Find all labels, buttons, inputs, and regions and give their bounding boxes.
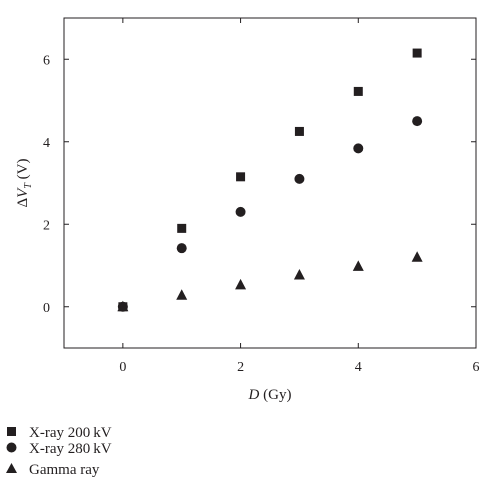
legend-label-xray-200: X-ray 200 kV	[29, 425, 112, 441]
x-tick-label: 0	[119, 360, 126, 375]
x-axis-label: D (Gy)	[248, 387, 292, 403]
data-point-square	[294, 126, 304, 136]
y-tick-label: 6	[43, 53, 50, 68]
data-point-triangle	[117, 300, 129, 312]
x-axis-label-var: D	[248, 387, 260, 403]
legend-marker-square	[7, 427, 16, 436]
data-point-triangle	[176, 289, 188, 300]
data-point-circle	[235, 206, 246, 217]
data-point-square	[177, 223, 187, 233]
axis-ticks	[64, 18, 477, 348]
y-axis-label-unit: (V)	[15, 159, 31, 184]
data-point-circle	[294, 173, 305, 184]
data-point-square	[236, 172, 246, 182]
data-point-circle	[176, 243, 187, 254]
plot-frame	[63, 17, 477, 349]
y-axis-label: ΔVT (V)	[15, 159, 34, 208]
legend-marker-triangle	[6, 463, 17, 473]
tick-labels: 0 2 4 6 0 2 4 6	[43, 53, 480, 375]
data-point-triangle	[235, 278, 247, 290]
x-tick-label: 6	[473, 360, 480, 375]
y-axis-label-sub: T	[23, 182, 34, 189]
x-axis-label-unit: (Gy)	[259, 387, 291, 403]
y-tick-label: 0	[43, 301, 50, 316]
data-point-square	[353, 86, 363, 96]
data-point-square	[412, 48, 422, 58]
data-point-triangle	[352, 260, 364, 271]
y-tick-label: 2	[43, 218, 50, 233]
data-point-triangle	[411, 251, 423, 262]
x-tick-label: 2	[237, 360, 244, 375]
y-axis-label-var: V	[15, 187, 31, 198]
data-point-circle	[412, 116, 423, 127]
y-tick-label: 4	[43, 136, 50, 151]
data-point-triangle	[293, 268, 305, 280]
x-tick-label: 4	[355, 360, 362, 375]
legend-marker-circle	[6, 442, 17, 453]
data-point-circle	[353, 143, 364, 154]
legend-label-xray-280: X-ray 280 kV	[29, 441, 112, 457]
legend-label-gamma: Gamma ray	[29, 462, 100, 478]
y-axis-label-delta: Δ	[15, 197, 31, 207]
legend: X-ray 200 kV X-ray 280 kV Gamma ray	[6, 425, 112, 478]
data-markers	[117, 48, 423, 312]
